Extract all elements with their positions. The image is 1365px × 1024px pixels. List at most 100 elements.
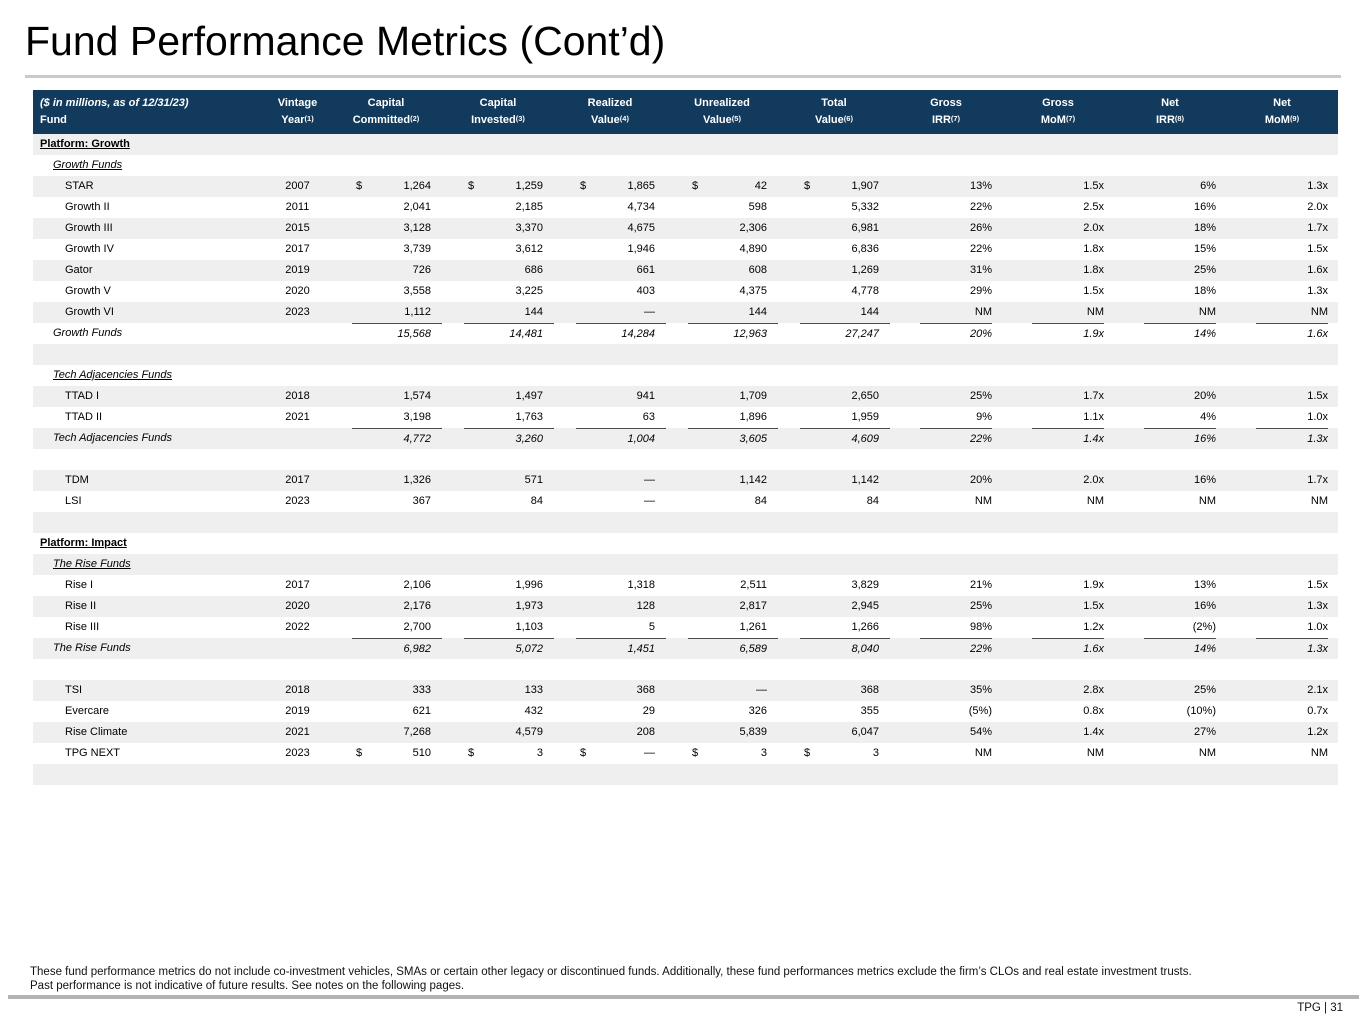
column-header-capital-invested: Capital Invested(3)	[442, 90, 554, 134]
dollar-sign	[778, 596, 804, 617]
dollar-sign	[442, 491, 468, 512]
fund-name-cell: TDM	[33, 470, 265, 491]
ratio-cell: 22%	[890, 428, 1002, 449]
ratio-cell: 1.3x	[1226, 638, 1338, 659]
value-cell: 1,269	[778, 260, 890, 281]
value-cell: $3	[442, 743, 554, 764]
value-cell: 2,185	[442, 197, 554, 218]
value-cell: 3,128	[330, 218, 442, 239]
column-header-net-irr: Net IRR(8)	[1114, 90, 1226, 134]
value-cell: 661	[554, 260, 666, 281]
ratio-cell: 0.8x	[1083, 705, 1104, 717]
dollar-sign	[554, 218, 580, 239]
ratio-cell: 54%	[890, 722, 1002, 743]
ratio-cell: 1.6x	[1002, 638, 1114, 659]
value-cell: 208	[554, 722, 666, 743]
value-cell: 4,375	[666, 281, 778, 302]
value-cell: 608	[666, 260, 778, 281]
header-row: ($ in millions, as of 12/31/23) Fund Vinta…	[33, 90, 1338, 134]
ratio-cell: NM	[1002, 302, 1114, 323]
spacer-row	[33, 344, 1338, 365]
spacer-row	[33, 449, 1338, 470]
table-row: TTAD II 2021 3,198 1,763 63 1,896 1,959 9% 1.1x 4…	[33, 407, 1338, 428]
footnote-marker: (2)	[410, 114, 420, 123]
ratio-cell: 16%	[1114, 428, 1226, 449]
dollar-sign	[666, 722, 692, 743]
dollar-sign	[778, 617, 804, 638]
spacer-cell	[33, 344, 1338, 365]
footnote-2: Past performance is not indicative of fu…	[30, 980, 465, 992]
ratio-cell: 1.5x	[1002, 176, 1114, 197]
ratio-cell: 9%	[976, 411, 992, 423]
vintage-cell: 2021	[265, 722, 330, 743]
value-cell: $1,264	[330, 176, 442, 197]
value-cell: 84	[778, 491, 890, 512]
value-cell: 6,981	[778, 218, 890, 239]
vintage-cell: 2023	[285, 747, 310, 759]
value-cell: 5,072	[442, 638, 554, 659]
dollar-sign	[778, 386, 804, 407]
value-cell: 128	[554, 596, 666, 617]
value-cell: 3,370	[442, 218, 554, 239]
ratio-cell: 21%	[969, 579, 992, 591]
table-row: Growth V 2020 3,558 3,225 403 4,375 4,778 29% 1.…	[33, 281, 1338, 302]
dollar-sign	[442, 302, 468, 323]
dollar-sign	[778, 218, 804, 239]
value-cell: 333	[330, 680, 442, 701]
dollar-sign	[778, 491, 804, 512]
dollar-sign	[778, 407, 804, 428]
ratio-cell: 13%	[1193, 579, 1216, 591]
value-cell: 4,772	[330, 428, 442, 449]
table-row: Rise I 2017 2,106 1,996 1,318 2,511 3,829 21% 1.…	[33, 575, 1338, 596]
ratio-cell: 1.3x	[1226, 176, 1338, 197]
spacer-cell	[33, 659, 1338, 680]
dollar-sign	[778, 197, 804, 218]
ratio-cell: 2.8x	[1002, 680, 1114, 701]
value-cell: 941	[554, 386, 666, 407]
ratio-cell: 1.5x	[1307, 579, 1328, 591]
value-cell: 3,558	[330, 281, 442, 302]
dollar-sign: $	[356, 747, 363, 759]
dollar-sign	[666, 701, 692, 722]
ratio-cell: 25%	[890, 386, 1002, 407]
dollar-sign	[666, 218, 692, 239]
footnote-marker: (3)	[515, 114, 525, 123]
value-cell: $42	[666, 176, 778, 197]
value-cell: —	[666, 680, 778, 701]
column-header-gross-irr: Gross IRR(7)	[890, 90, 1002, 134]
header-fund-column: ($ in millions, as of 12/31/23) Fund	[33, 90, 265, 134]
table-row: LSI 2023 367 84—84 84 NM NM NM NM	[33, 491, 1338, 512]
value-cell: $3	[778, 743, 890, 764]
ratio-cell: 1.8x	[1002, 260, 1114, 281]
value-cell: 2,306	[666, 218, 778, 239]
dollar-sign: $	[580, 747, 587, 759]
value-cell: 3,739	[330, 239, 442, 260]
ratio-cell: 1.0x	[1307, 411, 1328, 423]
value-cell: 7,268	[330, 722, 442, 743]
ratio-cell: 1.1x	[1083, 411, 1104, 423]
vintage-cell: 2017	[265, 470, 330, 491]
column-header-vintage-year: Vintage Year(1)	[265, 90, 330, 134]
ratio-cell: 2.5x	[1083, 201, 1104, 213]
footer-divider	[8, 995, 1359, 999]
value-cell: 2,945	[778, 596, 890, 617]
ratio-cell: 1.9x	[1002, 323, 1114, 344]
ratio-cell: 98%	[969, 621, 992, 633]
platform-label: Platform: Impact	[40, 537, 127, 549]
dollar-sign	[554, 386, 580, 407]
ratio-cell: 16%	[1114, 596, 1226, 617]
value-cell: $1,865	[554, 176, 666, 197]
ratio-cell: 20%	[1114, 386, 1226, 407]
fund-name-cell: Growth III	[33, 218, 265, 239]
ratio-cell: 2.0x	[1002, 470, 1114, 491]
value-cell: 355	[778, 701, 890, 722]
ratio-cell: 27%	[1114, 722, 1226, 743]
footnote-marker: (7)	[950, 114, 961, 123]
value-cell: 4,609	[778, 428, 890, 449]
value-cell: 2,176	[330, 596, 442, 617]
table-row: TPG NEXT 2023 $510 $3 $ — $3 $3 NM NM NM NM	[33, 743, 1338, 764]
total-row: Growth Funds 15,568 14,481 14,284 12,963 27,2…	[33, 323, 1338, 344]
spacer-row	[33, 764, 1338, 785]
table-row: Rise III 2022 2,700 1,103 5 1,261 1,266 98% 1.2x…	[33, 617, 1338, 638]
